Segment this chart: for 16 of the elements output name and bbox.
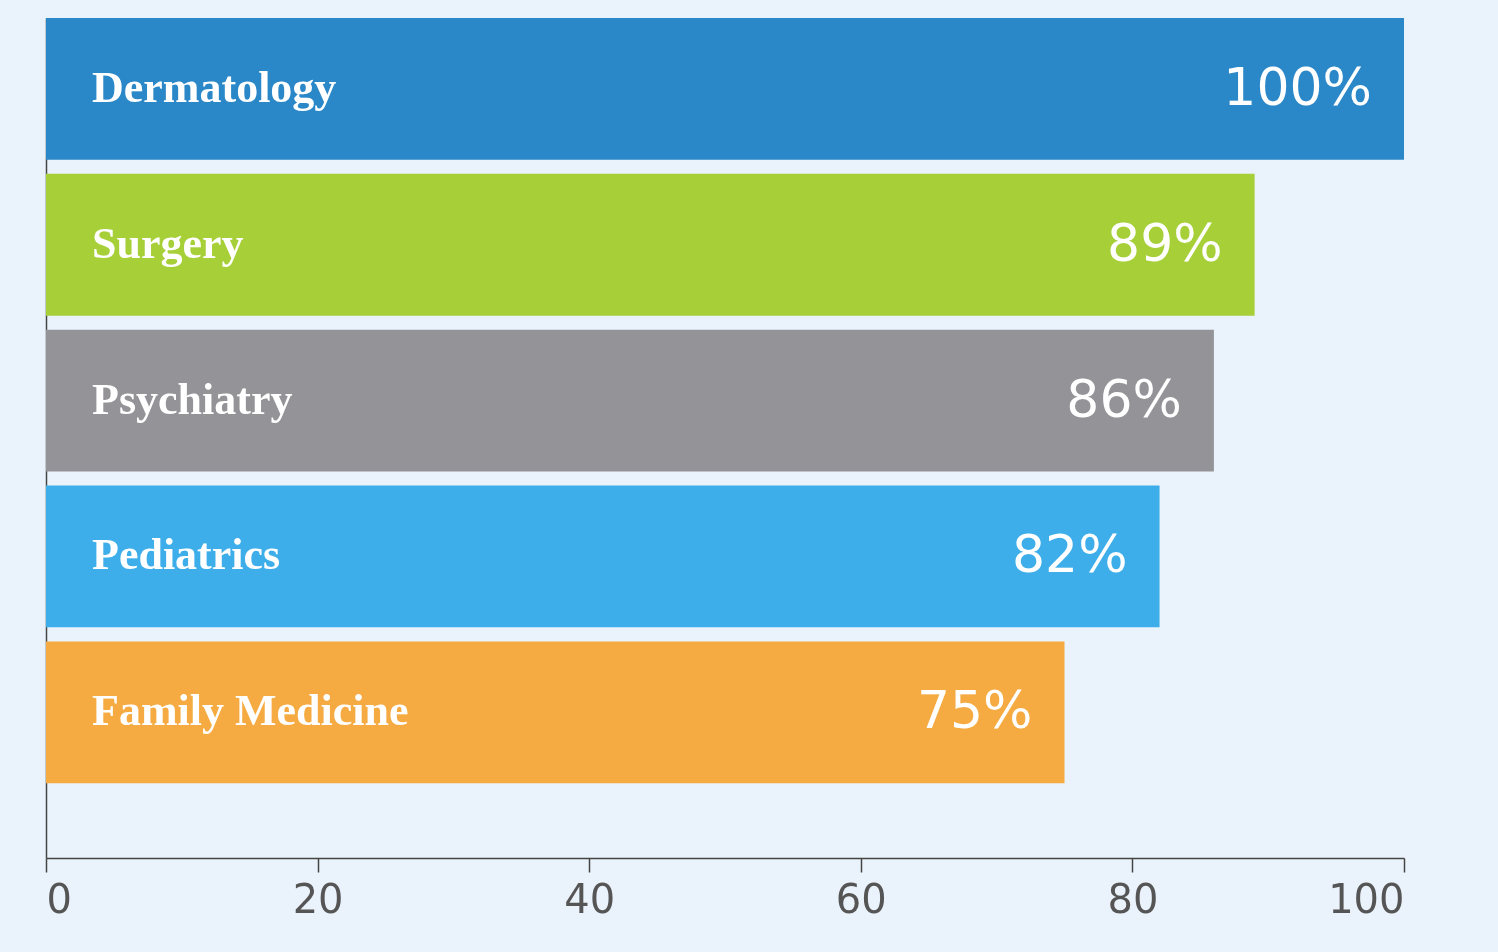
data-label: 75% xyxy=(916,680,1033,741)
y-tick-label: Family Medicine xyxy=(92,686,409,736)
x-tick-label: 0 xyxy=(46,875,72,922)
y-tick-label: Dermatology xyxy=(92,62,337,112)
x-tick-label: 100 xyxy=(1328,875,1405,922)
x-tick-label: 40 xyxy=(564,875,616,922)
x-tick-label: 20 xyxy=(292,875,344,922)
data-label: 86% xyxy=(1066,368,1182,429)
y-tick-label: Pediatrics xyxy=(92,530,281,580)
data-label: 82% xyxy=(1011,524,1128,585)
y-tick-label: Psychiatry xyxy=(92,374,293,424)
x-tick-label: 60 xyxy=(835,875,887,922)
data-label: 89% xyxy=(1107,212,1223,273)
x-tick-label: 80 xyxy=(1107,875,1159,922)
y-tick-label: Surgery xyxy=(92,218,244,268)
data-label: 100% xyxy=(1223,56,1372,117)
